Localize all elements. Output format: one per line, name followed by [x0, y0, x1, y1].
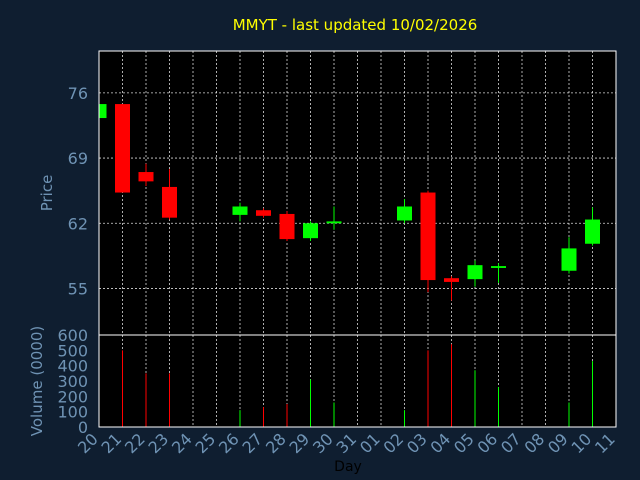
candle-body: [162, 186, 177, 218]
candle-body: [279, 213, 295, 240]
x-tick-label: 11: [591, 429, 619, 457]
candle-body: [138, 172, 154, 182]
volume-tick-label: 300: [57, 372, 88, 391]
candle-body: [232, 206, 248, 215]
price-y-ticks: 55 62 69 76: [68, 84, 88, 299]
volume-tick-label: 200: [57, 387, 88, 406]
price-axis-label: Price: [38, 175, 56, 212]
volume-tick-label: 600: [57, 326, 88, 345]
chart-title: MMYT - last updated 10/02/2026: [233, 16, 478, 34]
candle-body: [115, 104, 130, 193]
price-candles: [98, 104, 600, 301]
candle-body: [420, 192, 436, 281]
volume-tick-label: 400: [57, 357, 88, 376]
candle-body: [491, 266, 506, 268]
volume-axis-label: Volume (0000): [28, 326, 46, 436]
price-tick-label: 62: [68, 214, 88, 233]
candle-body: [561, 248, 577, 271]
candle-body: [99, 104, 107, 119]
candle-body: [585, 219, 600, 244]
volume-tick-label: 500: [57, 341, 88, 360]
volume-bars: [122, 344, 593, 427]
volume-plot-frame: [98, 334, 617, 428]
price-tick-label: 55: [68, 279, 88, 298]
price-tick-label: 76: [68, 84, 88, 103]
candle-body: [303, 223, 318, 239]
volume-tick-label: 0: [78, 418, 88, 437]
gridlines: [99, 51, 616, 427]
candle-body: [326, 221, 342, 224]
candle-body: [256, 210, 271, 216]
price-tick-label: 69: [68, 149, 88, 168]
x-axis-ticks: 2021222324252627282930310102030405060708…: [74, 429, 619, 457]
candle-body: [467, 265, 483, 280]
volume-tick-label: 100: [57, 403, 88, 422]
candle-body: [397, 206, 412, 221]
candle-body: [444, 278, 459, 282]
x-axis-label: Day: [334, 459, 362, 475]
